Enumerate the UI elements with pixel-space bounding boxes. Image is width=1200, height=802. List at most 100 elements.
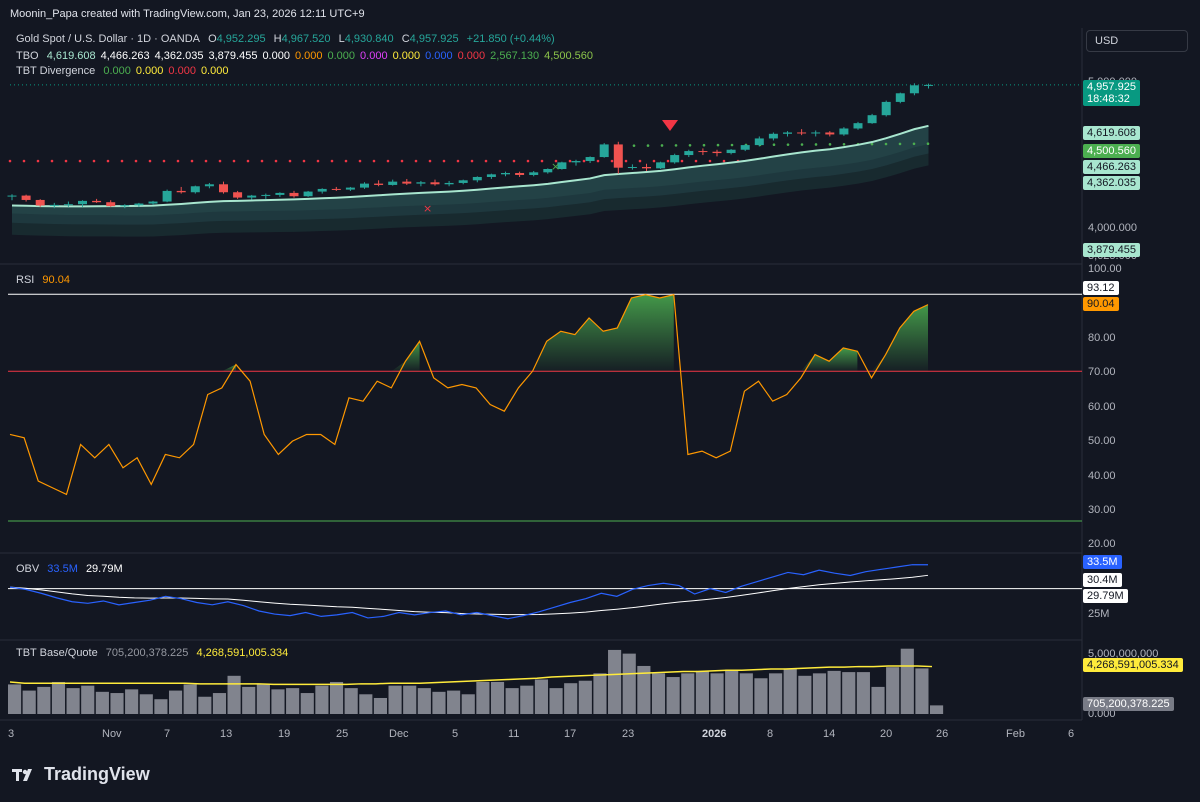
rsi-overbought-fill (800, 347, 858, 372)
time-axis-label: 20 (880, 728, 893, 740)
rsi-value-tag: 90.04 (1083, 297, 1119, 311)
rsi-legend[interactable]: RSI 90.04 (16, 274, 75, 286)
volume-bar (256, 684, 270, 714)
volume-bar (227, 675, 241, 714)
volume-bar (783, 668, 797, 714)
tbt-base-quote-legend[interactable]: TBT Base/Quote 705,200,378.225 4,268,591… (16, 647, 293, 659)
tbo-value: 0.000 (425, 50, 453, 62)
price-tag: 4,500.560 (1083, 144, 1140, 158)
support-dot (772, 143, 776, 147)
resistance-dot (92, 159, 96, 163)
obv-legend[interactable]: OBV 33.5M 29.79M (16, 563, 128, 575)
volume-bar (22, 690, 36, 714)
rsi-axis-label: 60.00 (1088, 401, 1116, 413)
rsi-label[interactable]: RSI (16, 274, 35, 286)
tradingview-logo[interactable]: TradingView (12, 764, 150, 785)
resistance-dot (610, 159, 614, 163)
time-axis-label: 8 (767, 728, 774, 740)
tbo-values: 4,619.608 4,466.263 4,362.035 3,879.455 0.00… (47, 50, 598, 62)
candle-body (740, 145, 750, 150)
resistance-dot (400, 159, 404, 163)
base-quote-value-tag: 705,200,378.225 (1083, 697, 1174, 711)
support-dot (912, 142, 916, 146)
resistance-dot (330, 159, 334, 163)
support-dot (688, 143, 692, 147)
resistance-dot (442, 159, 446, 163)
volume-bar (564, 683, 578, 714)
candle-body (360, 183, 369, 188)
currency-button[interactable]: USD (1086, 30, 1188, 52)
rsi-overbought-fill (532, 294, 674, 372)
support-dot (842, 142, 846, 146)
tbt-base-quote-label[interactable]: TBT Base/Quote (16, 647, 98, 659)
resistance-dot (316, 159, 320, 163)
candle-body (134, 203, 144, 206)
candle-body (613, 144, 623, 168)
support-dot (730, 143, 734, 147)
candle-body (21, 195, 31, 200)
candle-body (233, 192, 243, 198)
candle-body (35, 199, 45, 206)
volume-bar (549, 688, 563, 714)
resistance-dot (498, 159, 502, 163)
time-axis-label: 25 (336, 728, 349, 740)
volume-bar (66, 688, 80, 714)
support-dot (632, 144, 636, 147)
time-axis-label: Dec (389, 728, 409, 740)
obv-value-tag: 30.4M (1083, 573, 1122, 587)
obv-label[interactable]: OBV (16, 563, 40, 575)
candle-body (176, 190, 186, 193)
price-tag: 4,957.925 18:48:32 (1083, 80, 1140, 106)
resistance-dot (22, 159, 26, 163)
resistance-dot (414, 159, 418, 163)
candle-body (331, 188, 341, 190)
candle-body (303, 191, 313, 197)
tbo-label[interactable]: TBO (16, 50, 39, 62)
volume-bar (739, 673, 753, 714)
symbol-label[interactable]: Gold Spot / U.S. Dollar · 1D · OANDA (16, 33, 200, 45)
tbo-value: 4,466.263 (100, 50, 150, 62)
volume-bar (651, 673, 666, 714)
volume-bar (812, 673, 827, 714)
volume-bar (300, 693, 314, 714)
tbt-divergence-label[interactable]: TBT Divergence (16, 65, 96, 77)
time-axis-label: 19 (278, 728, 291, 740)
resistance-dot (288, 159, 292, 163)
resistance-dot (540, 159, 544, 163)
time-axis-label: 6 (1068, 728, 1075, 740)
volume-bar (212, 693, 227, 714)
candle-body (430, 182, 440, 185)
resistance-dot (694, 159, 698, 163)
candle-body (698, 151, 708, 153)
time-axis-label: 3 (8, 728, 15, 740)
candle-body (571, 161, 581, 163)
candle-body (670, 155, 680, 163)
resistance-dot (666, 159, 670, 163)
candle-body (924, 84, 933, 86)
resistance-dot (512, 159, 516, 163)
tbt-divergence-legend[interactable]: TBT Divergence 0.000 0.000 0.000 0.000 (16, 65, 238, 77)
rsi-line (9, 293, 929, 496)
candle-body (797, 132, 807, 134)
time-axis-label: 2026 (702, 728, 727, 740)
rsi-axis-label: 100.00 (1088, 263, 1122, 275)
obv-value-tag: 29.79M (1083, 589, 1128, 603)
rsi-axis-label: 30.00 (1088, 504, 1116, 516)
support-dot (870, 142, 874, 146)
candle-body (909, 85, 919, 94)
tbt-divergence-value: 0.000 (103, 65, 131, 77)
candle-body (472, 176, 482, 181)
resistance-dot (372, 159, 376, 163)
base-quote-axis-label: 5,000,000,000 (1088, 648, 1159, 660)
support-dot (674, 144, 678, 147)
candle-body (599, 144, 609, 158)
resistance-dot (190, 159, 194, 163)
resistance-dot (624, 159, 628, 163)
tbo-legend[interactable]: TBO 4,619.608 4,466.263 4,362.035 3,879.455… (16, 50, 603, 62)
candle-body (204, 184, 214, 187)
candle-body (529, 172, 539, 175)
resistance-dot (596, 159, 600, 163)
main-legend[interactable]: Gold Spot / U.S. Dollar · 1D · OANDA O4,… (16, 33, 560, 45)
resistance-dot (652, 159, 656, 163)
